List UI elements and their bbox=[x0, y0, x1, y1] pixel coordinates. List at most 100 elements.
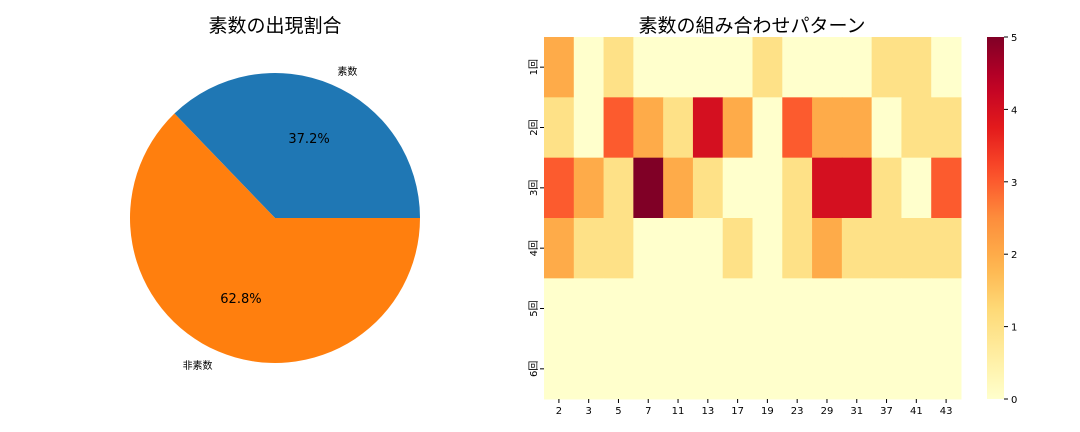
x-tick-label: 2 bbox=[556, 406, 562, 417]
heatmap-cell bbox=[782, 278, 813, 340]
heatmap-cell bbox=[871, 338, 902, 400]
heatmap-cell bbox=[841, 157, 873, 219]
heatmap-cell bbox=[692, 37, 724, 98]
heatmap-cell bbox=[812, 278, 843, 340]
colorbar-tick-label: 3 bbox=[1011, 178, 1017, 189]
heatmap-cell bbox=[931, 218, 962, 279]
heatmap-cell bbox=[931, 37, 962, 98]
heatmap-cell bbox=[663, 97, 694, 159]
heatmap-cell bbox=[871, 37, 902, 98]
heatmap-cell bbox=[603, 157, 634, 219]
heatmap-cell bbox=[752, 37, 783, 98]
x-tick-label: 29 bbox=[821, 406, 834, 417]
heatmap-cell bbox=[871, 278, 902, 340]
y-tick-label: 1回 bbox=[528, 59, 540, 75]
heatmap-cell bbox=[722, 97, 753, 159]
y-tick-label: 2回 bbox=[528, 119, 540, 135]
heatmap-cell bbox=[812, 97, 843, 159]
heatmap-cell bbox=[573, 157, 605, 219]
heatmap-cell bbox=[544, 157, 575, 219]
y-tick-label: 5回 bbox=[528, 300, 540, 316]
heatmap-cell bbox=[633, 338, 664, 400]
heatmap-cell bbox=[901, 338, 932, 400]
x-tick-label: 7 bbox=[645, 406, 651, 417]
heatmap-cell bbox=[633, 218, 664, 279]
x-tick-label: 13 bbox=[701, 406, 714, 417]
heatmap-cell bbox=[752, 97, 783, 159]
pie-chart: 素数 37.2% 非素数 62.8% bbox=[130, 65, 421, 372]
heatmap-cell bbox=[603, 218, 634, 279]
heatmap-cell bbox=[603, 97, 634, 159]
heatmap-cell bbox=[901, 278, 932, 340]
pie-slice bbox=[130, 113, 421, 364]
heatmap-cell bbox=[663, 37, 694, 98]
heatmap-cell bbox=[692, 218, 724, 279]
heatmap-cell bbox=[812, 157, 843, 219]
heatmap-cell bbox=[752, 157, 783, 219]
heatmap-cell bbox=[931, 97, 962, 159]
y-tick-label: 6回 bbox=[528, 361, 540, 377]
heatmap-cell bbox=[544, 278, 575, 340]
heatmap-cell bbox=[841, 338, 873, 400]
heatmap-cell bbox=[841, 218, 873, 279]
heatmap-cell bbox=[573, 278, 605, 340]
heatmap-cell bbox=[782, 338, 813, 400]
heatmap-cell bbox=[841, 97, 873, 159]
pie-slice bbox=[174, 73, 420, 218]
heatmap-cell bbox=[782, 218, 813, 279]
heatmap-cell bbox=[663, 278, 694, 340]
colorbar: 0 1 2 3 4 5 bbox=[987, 33, 1017, 406]
heatmap-cell bbox=[812, 218, 843, 279]
x-tick-label: 23 bbox=[791, 406, 804, 417]
x-tick-label: 41 bbox=[910, 406, 923, 417]
heatmap-cell bbox=[722, 157, 753, 219]
pie-title: 素数の出現割合 bbox=[208, 15, 341, 37]
y-tick-label: 3回 bbox=[528, 180, 540, 196]
x-tick-label: 37 bbox=[880, 406, 893, 417]
heatmap-cell bbox=[901, 157, 932, 219]
x-tick-label: 43 bbox=[940, 406, 953, 417]
heatmap-cell bbox=[544, 97, 575, 159]
x-tick-label: 3 bbox=[585, 406, 591, 417]
x-tick-label: 31 bbox=[850, 406, 863, 417]
heatmap-cell bbox=[573, 97, 605, 159]
heatmap-cell bbox=[901, 218, 932, 279]
colorbar-gradient bbox=[987, 37, 1004, 399]
heatmap-cell bbox=[692, 278, 724, 340]
heatmap-cell bbox=[931, 278, 962, 340]
x-tick-label: 5 bbox=[615, 406, 621, 417]
heatmap-cell bbox=[692, 338, 724, 400]
heatmap-cell bbox=[752, 338, 783, 400]
y-tick-label: 4回 bbox=[528, 240, 540, 256]
heatmap-cell bbox=[901, 97, 932, 159]
heatmap-cell bbox=[722, 218, 753, 279]
heatmap-cell bbox=[663, 218, 694, 279]
heatmap-cell bbox=[663, 338, 694, 400]
heatmap-cell bbox=[544, 37, 575, 98]
pie-label: 素数 bbox=[337, 65, 357, 78]
heatmap-cell bbox=[841, 278, 873, 340]
heatmap-cell bbox=[722, 278, 753, 340]
heatmap-cell bbox=[752, 218, 783, 279]
heatmap-cell bbox=[871, 97, 902, 159]
heatmap-cell bbox=[722, 37, 753, 98]
heatmap-cell bbox=[901, 37, 932, 98]
heatmap-cell bbox=[633, 97, 664, 159]
heatmap-cell bbox=[573, 37, 605, 98]
x-tick-label: 11 bbox=[672, 406, 685, 417]
heatmap-cell bbox=[544, 338, 575, 400]
x-tick-label: 19 bbox=[761, 406, 774, 417]
heatmap-cell bbox=[692, 97, 724, 159]
heatmap-cell bbox=[782, 97, 813, 159]
heatmap-cell bbox=[633, 37, 664, 98]
heatmap-cell bbox=[573, 338, 605, 400]
heatmap-cell bbox=[633, 157, 664, 219]
heatmap-cell bbox=[812, 338, 843, 400]
colorbar-tick-label: 4 bbox=[1011, 105, 1017, 116]
heatmap-cell bbox=[603, 338, 634, 400]
x-tick-label: 17 bbox=[731, 406, 744, 417]
heatmap-cell bbox=[692, 157, 724, 219]
